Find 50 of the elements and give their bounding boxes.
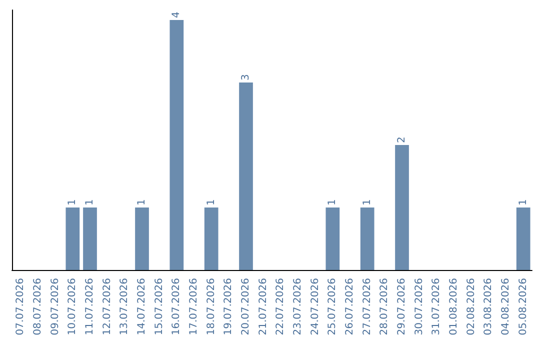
x-tick-label: 08.07.2026 <box>32 278 44 336</box>
x-tick-label: 04.08.2026 <box>500 278 512 336</box>
x-tick-label: 14.07.2026 <box>136 278 148 336</box>
bar <box>66 208 80 270</box>
data-label: 1 <box>206 199 217 206</box>
x-tick-label: 01.08.2026 <box>448 278 460 336</box>
x-tick-label: 25.07.2026 <box>327 278 338 336</box>
x-tick-label: 22.07.2026 <box>275 278 286 336</box>
data-label: 2 <box>396 136 408 143</box>
x-tick-label: 30.07.2026 <box>414 278 425 336</box>
x-tick-label: 09.07.2026 <box>50 278 61 336</box>
x-tick-label: 19.07.2026 <box>223 278 234 336</box>
x-tick-label: 17.07.2026 <box>188 278 200 336</box>
bar <box>395 145 409 270</box>
bar <box>326 208 340 270</box>
x-tick-label: 20.07.2026 <box>240 278 252 336</box>
bar <box>204 208 218 270</box>
bar <box>239 82 253 270</box>
x-tick-label: 23.07.2026 <box>292 278 304 336</box>
data-label: 1 <box>136 199 148 206</box>
x-tick-label: 11.07.2026 <box>84 278 96 336</box>
x-tick-label: 31.07.2026 <box>431 278 442 336</box>
bar <box>135 208 149 270</box>
x-tick-label: 28.07.2026 <box>379 278 390 336</box>
bar <box>516 208 530 270</box>
x-tick-label: 29.07.2026 <box>396 278 408 336</box>
bar <box>170 20 184 270</box>
x-tick-label: 15.07.2026 <box>154 278 165 336</box>
x-tick-label: 13.07.2026 <box>119 278 130 336</box>
data-label: 1 <box>362 199 373 206</box>
bar <box>83 208 97 270</box>
x-tick-label: 12.07.2026 <box>102 278 113 336</box>
x-tick-label: 24.07.2026 <box>310 278 321 336</box>
x-tick-label: 02.08.2026 <box>466 278 477 336</box>
x-tick-label: 18.07.2026 <box>206 278 217 336</box>
data-label: 3 <box>240 74 252 80</box>
x-tick-label: 05.08.2026 <box>518 278 529 336</box>
x-tick-label: 07.07.2026 <box>15 278 26 336</box>
data-label: 1 <box>84 199 96 206</box>
x-tick-label: 03.08.2026 <box>483 278 494 336</box>
data-label: 1 <box>67 199 78 206</box>
bar <box>360 208 374 270</box>
x-tick-label: 26.07.2026 <box>344 278 356 336</box>
x-tick-label: 16.07.2026 <box>171 278 182 336</box>
data-label: 1 <box>518 199 529 206</box>
data-label: 1 <box>327 199 338 206</box>
data-label: 4 <box>171 12 182 18</box>
x-tick-label: 27.07.2026 <box>362 278 373 336</box>
x-tick-label: 21.07.2026 <box>258 278 269 336</box>
x-tick-label: 10.07.2026 <box>67 278 78 336</box>
